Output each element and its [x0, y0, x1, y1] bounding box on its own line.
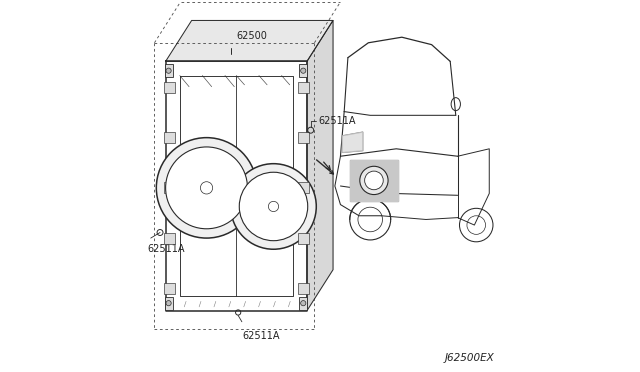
Circle shape [166, 68, 172, 73]
Text: 62511A: 62511A [147, 244, 184, 254]
FancyBboxPatch shape [164, 182, 175, 193]
Circle shape [231, 164, 316, 249]
FancyBboxPatch shape [298, 82, 309, 93]
FancyBboxPatch shape [164, 297, 173, 310]
Text: 62500: 62500 [236, 31, 267, 41]
Circle shape [301, 68, 306, 73]
FancyBboxPatch shape [298, 182, 309, 193]
Polygon shape [349, 160, 398, 201]
Circle shape [301, 301, 306, 306]
FancyBboxPatch shape [299, 64, 307, 77]
FancyBboxPatch shape [164, 283, 175, 294]
Polygon shape [342, 132, 363, 153]
FancyBboxPatch shape [164, 82, 175, 93]
FancyBboxPatch shape [298, 232, 309, 244]
FancyBboxPatch shape [164, 232, 175, 244]
Text: 62511A: 62511A [318, 116, 356, 126]
Circle shape [360, 166, 388, 195]
Circle shape [166, 147, 248, 229]
Circle shape [239, 172, 308, 241]
FancyBboxPatch shape [298, 283, 309, 294]
Circle shape [166, 301, 172, 306]
FancyBboxPatch shape [164, 132, 175, 143]
FancyBboxPatch shape [298, 132, 309, 143]
Polygon shape [166, 20, 333, 61]
Circle shape [156, 138, 257, 238]
FancyBboxPatch shape [164, 64, 173, 77]
Polygon shape [307, 20, 333, 311]
Circle shape [365, 171, 383, 190]
Text: J62500EX: J62500EX [445, 353, 495, 363]
FancyBboxPatch shape [299, 297, 307, 310]
Text: 62511A: 62511A [242, 331, 280, 341]
